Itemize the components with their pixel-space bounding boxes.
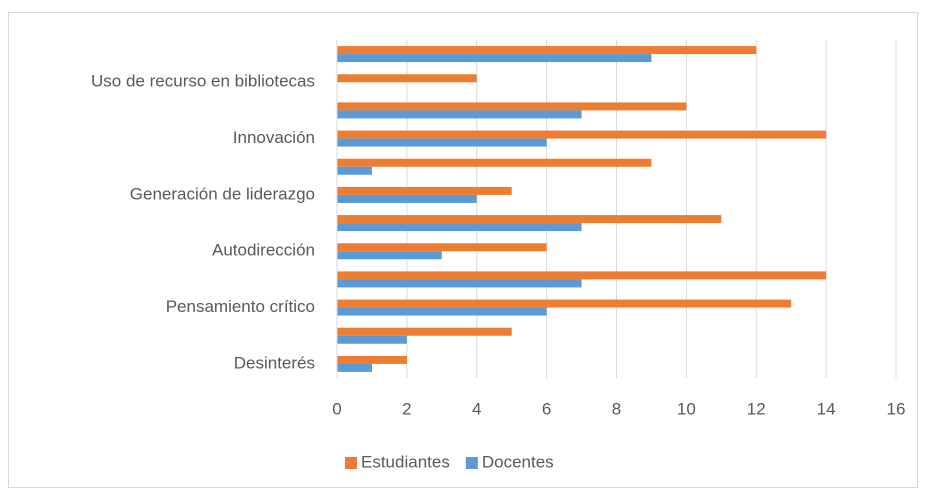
- bar: [337, 215, 722, 224]
- bar: [337, 363, 372, 372]
- x-tick-label: 10: [677, 399, 696, 418]
- bar: [337, 299, 792, 308]
- x-tick-label: 6: [542, 399, 551, 418]
- bar: [337, 223, 582, 232]
- y-tick-label: Generación de liderazgo: [130, 184, 315, 203]
- bar: [337, 46, 757, 55]
- bar: [337, 327, 512, 336]
- bar: [337, 110, 582, 119]
- bar: [337, 166, 372, 175]
- y-tick-label: Desinterés: [234, 353, 315, 372]
- bar: [337, 279, 582, 288]
- bar: [337, 186, 512, 195]
- x-tick-label: 16: [887, 399, 906, 418]
- y-tick-label: Pensamiento crítico: [166, 297, 315, 316]
- x-tick-label: 14: [817, 399, 836, 418]
- legend-label: Docentes: [482, 452, 554, 471]
- bar: [337, 271, 827, 280]
- bar: [337, 54, 652, 63]
- x-tick-label: 12: [747, 399, 766, 418]
- y-tick-label: Innovación: [233, 128, 315, 147]
- bar: [337, 74, 477, 83]
- y-tick-label: Uso de recurso en bibliotecas: [91, 72, 315, 91]
- bar: [337, 243, 547, 252]
- x-tick-label: 0: [332, 399, 341, 418]
- y-tick-label: Autodirección: [212, 241, 315, 260]
- bar: [337, 335, 407, 344]
- x-tick-label: 8: [612, 399, 621, 418]
- bar: [337, 251, 442, 260]
- bar: [337, 194, 477, 203]
- bar: [337, 102, 687, 111]
- bar: [337, 138, 547, 147]
- bar: [337, 158, 652, 167]
- legend-label: Estudiantes: [361, 452, 450, 471]
- bar: [337, 355, 407, 364]
- x-tick-label: 4: [472, 399, 481, 418]
- legend-swatch: [345, 457, 357, 469]
- bar: [337, 130, 827, 139]
- bar: [337, 307, 547, 316]
- x-tick-label: 2: [402, 399, 411, 418]
- legend-swatch: [465, 457, 478, 469]
